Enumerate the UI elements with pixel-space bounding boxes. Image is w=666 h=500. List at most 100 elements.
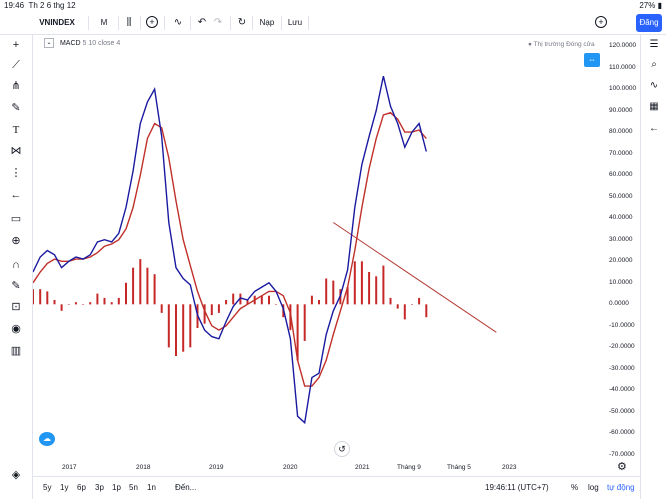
histogram-bar: [260, 295, 263, 305]
zoom-in-icon[interactable]: ⊕: [11, 235, 21, 247]
top-toolbar: VNINDEX M ⫼ + ∿ ↶ ↷ ↻ Nạp Lưu + Đăng: [0, 12, 666, 35]
pulse-icon[interactable]: ∿: [649, 80, 659, 91]
calendar-icon[interactable]: ▦: [649, 101, 659, 112]
range-3m[interactable]: 3p: [95, 483, 104, 492]
undo-icon[interactable]: ↶: [197, 17, 207, 28]
histogram-bar: [74, 302, 77, 305]
price-tick-label: 50.0000: [609, 192, 633, 200]
interval-button[interactable]: M: [100, 18, 108, 27]
add-indicator-icon[interactable]: +: [145, 15, 159, 31]
goto-date-button[interactable]: Đến...: [175, 483, 197, 492]
fib-tools-icon[interactable]: ⋔: [11, 80, 21, 92]
settings-gear-icon[interactable]: ⚙: [617, 461, 627, 473]
histogram-bar: [139, 259, 142, 305]
candle-style-icon[interactable]: ⫼: [126, 17, 132, 28]
prediction-icon[interactable]: ⋮: [10, 167, 22, 179]
histogram-bar: [182, 304, 185, 352]
indicators-icon[interactable]: ∿: [173, 17, 183, 28]
histogram-bar: [153, 274, 156, 305]
price-tick-label: 30.0000: [609, 235, 633, 243]
magnet-icon[interactable]: ∩: [12, 259, 20, 271]
layers-icon[interactable]: ◈: [11, 469, 21, 481]
histogram-bar: [411, 304, 413, 305]
histogram-bar: [325, 278, 328, 305]
reset-icon[interactable]: ↻: [237, 17, 247, 28]
time-tick-label: 2020: [283, 464, 298, 471]
back-icon[interactable]: ←: [649, 123, 659, 134]
trend-line: [333, 222, 497, 333]
price-tick-label: 0.0000: [609, 300, 629, 308]
price-tick-label: 20.0000: [609, 257, 633, 265]
redo-icon[interactable]: ↷: [213, 17, 223, 28]
crosshair-icon[interactable]: +: [12, 39, 20, 51]
histogram-bar: [103, 297, 106, 305]
collapse-legend-icon[interactable]: ⌄: [44, 38, 54, 48]
histogram-bar: [360, 261, 363, 305]
histogram-bar: [146, 267, 149, 305]
histogram-bar: [353, 261, 356, 305]
histogram-bar: [175, 304, 177, 356]
search-icon[interactable]: ⌕: [651, 59, 657, 70]
histogram-bar: [125, 282, 127, 305]
chart-pane[interactable]: [33, 35, 640, 476]
draw-lock-icon[interactable]: ✎: [11, 280, 21, 292]
range-6m[interactable]: 6p: [77, 483, 86, 492]
histogram-bar: [225, 300, 228, 305]
cloud-icon[interactable]: ☁: [39, 432, 55, 446]
lock-icon[interactable]: ⊡: [11, 301, 21, 313]
indicator-name: MACD: [59, 39, 81, 47]
bottom-bar: 5y 1y 6p 3p 1p 5n 1n Đến... 19:46:11 (UT…: [33, 476, 640, 500]
range-1d[interactable]: 1n: [147, 483, 156, 492]
symbol-search-button[interactable]: VNINDEX: [39, 18, 75, 27]
log-toggle[interactable]: log: [588, 483, 599, 492]
load-button[interactable]: Nạp: [259, 18, 275, 27]
histogram-bar: [82, 304, 85, 305]
histogram-bar: [203, 304, 206, 324]
brush-icon[interactable]: ✎: [11, 102, 21, 114]
back-arrow-icon[interactable]: ←: [10, 189, 22, 201]
histogram-bar: [396, 304, 399, 309]
histogram-bar: [318, 300, 320, 305]
histogram-bar: [117, 297, 120, 305]
eye-icon[interactable]: ◉: [11, 323, 21, 335]
range-1m[interactable]: 1p: [112, 483, 121, 492]
price-tick-label: -40.0000: [609, 386, 635, 394]
range-5d[interactable]: 5n: [129, 483, 138, 492]
add-icon[interactable]: +: [594, 15, 608, 31]
histogram-bar: [310, 295, 313, 305]
clock[interactable]: 19:46:11 (UTC+7): [485, 483, 549, 492]
price-tick-label: 10.0000: [609, 278, 633, 286]
price-tick-label: 70.0000: [609, 149, 633, 157]
indicator-legend[interactable]: ⌄ MACD 5 10 close 4: [44, 38, 120, 48]
histogram-bar: [303, 304, 306, 341]
range-5y[interactable]: 5y: [43, 483, 52, 492]
ruler-icon[interactable]: ▭: [10, 213, 22, 225]
price-tick-label: 120.0000: [609, 42, 637, 49]
pattern-icon[interactable]: ⋈: [10, 145, 22, 157]
price-tick-label: 100.0000: [609, 85, 637, 93]
price-tick-label: 110.0000: [609, 63, 636, 71]
auto-scale-icon[interactable]: ⇔: [584, 53, 600, 67]
histogram-bar: [160, 304, 163, 313]
publish-button[interactable]: Đăng: [636, 14, 662, 32]
price-tick-label: -20.0000: [609, 343, 635, 351]
replay-icon[interactable]: ↺: [334, 441, 350, 457]
save-button[interactable]: Lưu: [287, 18, 303, 27]
percent-toggle[interactable]: %: [571, 483, 579, 492]
text-tool-icon[interactable]: T: [12, 124, 20, 136]
histogram-bar: [46, 291, 49, 305]
histogram-bar: [67, 304, 70, 305]
price-tick-label: -10.0000: [609, 321, 635, 329]
histogram-bar: [382, 265, 385, 305]
auto-toggle[interactable]: tự động: [607, 483, 635, 492]
time-tick-label: Tháng 5: [447, 464, 471, 471]
watchlist-icon[interactable]: ☰: [649, 39, 659, 50]
trash-icon[interactable]: ▥: [10, 345, 22, 357]
histogram-bar: [268, 295, 270, 305]
histogram-bar: [210, 304, 213, 316]
trend-line-icon[interactable]: ⟋: [12, 59, 20, 71]
range-1y[interactable]: 1y: [60, 483, 69, 492]
histogram-bar: [368, 272, 371, 305]
time-tick-label: 2018: [136, 464, 151, 471]
time-tick-label: 2023: [502, 464, 517, 471]
